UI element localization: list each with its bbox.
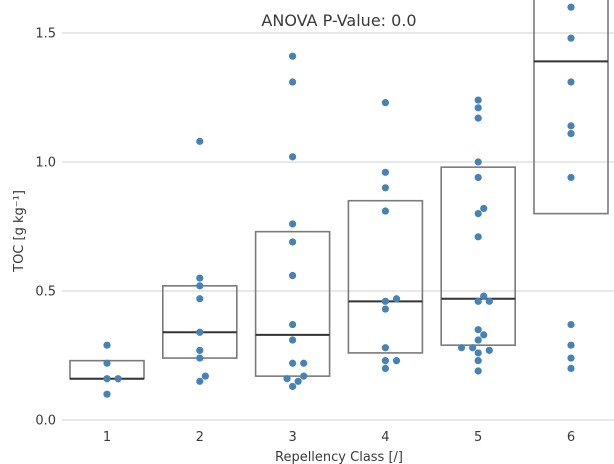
data-point (289, 52, 297, 60)
data-point (300, 372, 308, 380)
data-point (289, 238, 297, 246)
data-point (474, 114, 482, 122)
data-point (300, 359, 308, 367)
data-point (381, 168, 389, 176)
data-point (196, 137, 204, 145)
y-tick-label: 0.5 (35, 285, 56, 300)
data-point (289, 359, 297, 367)
x-axis-ticks: 1 2 3 4 5 6 (103, 430, 575, 445)
data-point (474, 104, 482, 112)
data-point (474, 96, 482, 104)
data-point (294, 377, 302, 385)
grid (62, 32, 614, 421)
data-point (567, 354, 575, 362)
data-point (474, 367, 482, 375)
data-point (474, 210, 482, 218)
data-point (196, 282, 204, 290)
data-point (469, 344, 477, 352)
data-point (474, 158, 482, 166)
data-point (289, 382, 297, 391)
data-point (381, 207, 389, 215)
data-point (457, 344, 466, 352)
data-point (567, 3, 575, 11)
data-point (474, 326, 482, 334)
x-tick-label: 3 (288, 430, 296, 445)
data-point (381, 184, 389, 192)
data-point (381, 305, 389, 313)
data-point (567, 173, 575, 182)
data-point (392, 357, 401, 365)
data-point (381, 364, 389, 372)
data-point (196, 377, 204, 385)
x-tick-label: 6 (567, 430, 575, 445)
data-point (289, 336, 297, 344)
data-point (480, 331, 488, 339)
y-tick-label: 1.0 (35, 156, 56, 171)
data-point (474, 349, 482, 357)
y-tick-label: 0.0 (35, 414, 56, 429)
x-axis-label: Repellency Class [/] (275, 450, 403, 464)
data-points (103, 3, 575, 398)
data-point (474, 336, 482, 344)
data-point (480, 292, 488, 300)
data-point (196, 346, 204, 354)
data-point (567, 341, 575, 349)
data-point (196, 328, 204, 336)
data-point (283, 375, 291, 383)
data-point (567, 364, 575, 372)
data-point (381, 297, 389, 305)
x-tick-label: 1 (103, 430, 111, 445)
data-point (289, 153, 297, 161)
data-point (392, 295, 401, 303)
x-tick-label: 2 (196, 430, 204, 445)
data-point (289, 271, 297, 280)
data-point (474, 297, 482, 305)
y-tick-label: 1.5 (35, 27, 56, 42)
data-point (196, 354, 204, 362)
data-point (567, 320, 575, 329)
box (533, 0, 609, 215)
data-point (196, 295, 204, 303)
data-point (567, 78, 575, 86)
data-point (103, 341, 111, 349)
data-point (485, 346, 493, 354)
data-point (103, 359, 111, 367)
box (347, 199, 424, 354)
data-point (381, 357, 389, 365)
data-point (201, 372, 209, 380)
data-point (103, 375, 111, 383)
data-point (474, 173, 482, 182)
data-point (381, 99, 389, 107)
x-tick-label: 5 (474, 430, 482, 445)
data-point (474, 233, 482, 241)
data-point (567, 130, 575, 138)
chart-title: ANOVA P-Value: 0.0 (261, 11, 416, 30)
y-axis-label: TOC [g kg⁻¹] (12, 190, 27, 273)
data-point (289, 220, 297, 228)
box (254, 230, 331, 377)
data-point (480, 204, 488, 213)
data-point (485, 297, 493, 305)
data-point (289, 78, 297, 86)
x-tick-label: 4 (381, 430, 389, 445)
data-point (196, 274, 204, 282)
boxes (69, 0, 609, 380)
data-point (381, 344, 389, 352)
data-point (567, 34, 575, 42)
y-axis-ticks: 0.00.51.01.52.02.5 (35, 27, 56, 429)
box (440, 166, 517, 346)
data-point (474, 357, 482, 365)
data-point (114, 375, 122, 383)
data-point (103, 390, 111, 398)
data-point (567, 122, 575, 130)
data-point (289, 320, 297, 329)
